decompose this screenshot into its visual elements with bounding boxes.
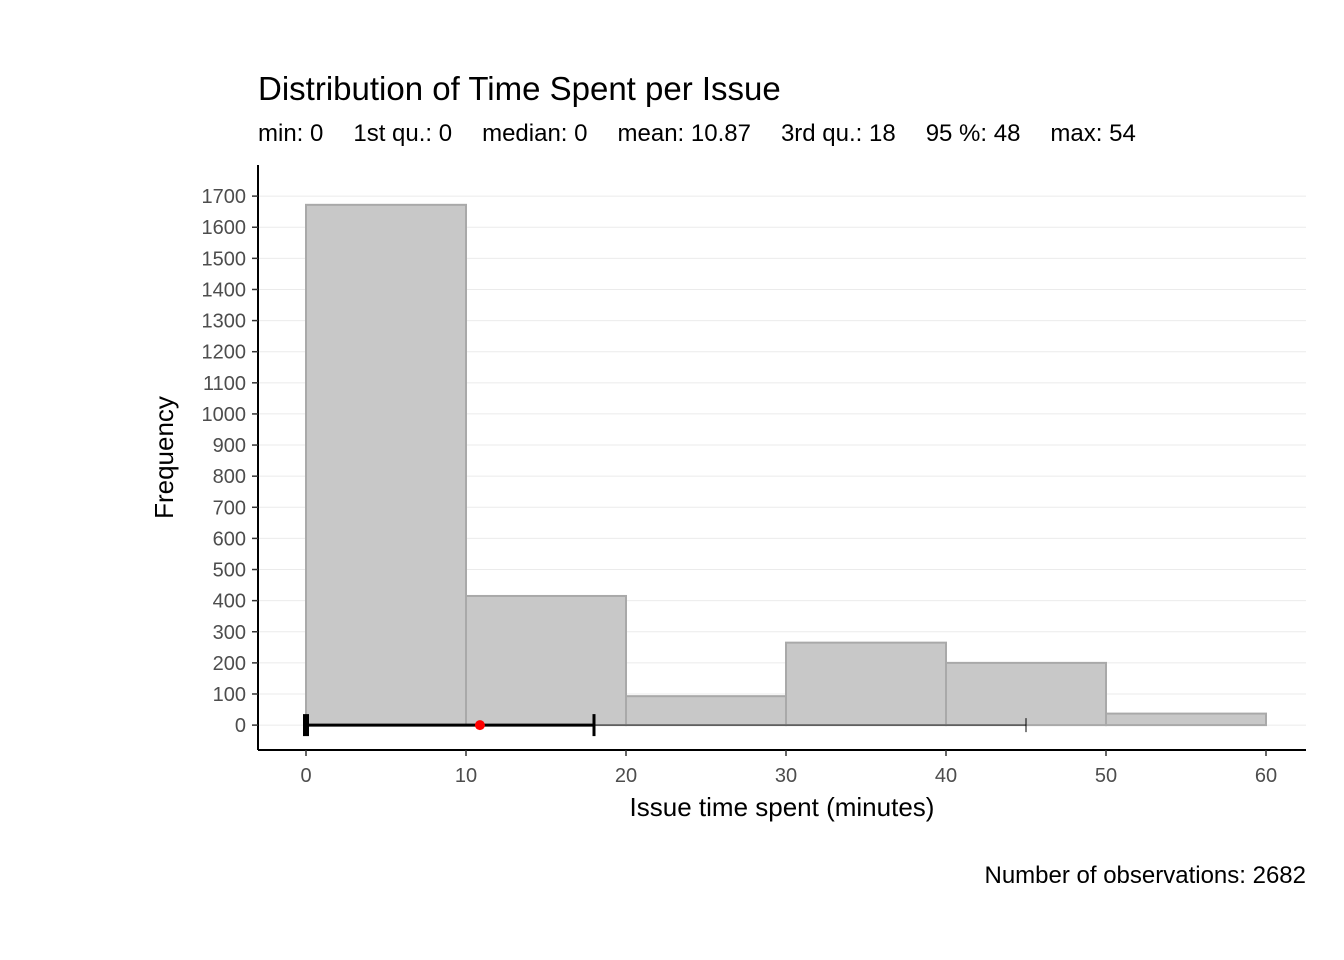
x-tick-label: 60: [1255, 765, 1277, 787]
histogram-bar: [465, 594, 627, 727]
y-tick-label: 500: [213, 560, 246, 582]
y-tick-label: 600: [213, 528, 246, 550]
y-tick-label: 700: [213, 497, 246, 519]
stat-q1: 1st qu.: 0: [353, 120, 453, 147]
y-tick-label: 200: [213, 653, 246, 675]
stat-min: min: 0: [258, 120, 324, 147]
x-axis-title: Issue time spent (minutes): [630, 792, 935, 822]
x-tick-label: 10: [455, 765, 477, 787]
y-tick-label: 800: [213, 466, 246, 488]
y-tick-label: 0: [235, 715, 246, 737]
histogram-bar: [625, 695, 787, 727]
y-tick-label: 1400: [202, 279, 247, 301]
y-tick-label: 1200: [202, 342, 247, 364]
y-tick-label: 900: [213, 435, 246, 457]
x-tick-label: 50: [1095, 765, 1117, 787]
chart-title: Distribution of Time Spent per Issue: [258, 70, 781, 107]
x-tick-label: 0: [300, 765, 311, 787]
histogram-bar: [1105, 712, 1267, 727]
y-tick-label: 1000: [202, 404, 247, 426]
chart-subtitle: min: 0 1st qu.: 0 median: 0 mean: 10.87 3rd …: [258, 120, 1166, 148]
y-tick-label: 1500: [202, 248, 247, 270]
x-tick-label: 40: [935, 765, 957, 787]
y-tick-label: 400: [213, 591, 246, 613]
y-tick-label: 1700: [202, 186, 247, 208]
y-tick-label: 300: [213, 622, 246, 644]
y-tick-label: 100: [213, 684, 246, 706]
chart-caption: Number of observations: 2682: [984, 862, 1306, 889]
x-tick-label: 30: [775, 765, 797, 787]
y-tick-label: 1100: [203, 373, 246, 395]
stat-q3: 3rd qu.: 18: [780, 120, 896, 147]
histogram-bar: [305, 203, 467, 727]
stat-median: median: 0: [482, 120, 588, 147]
stat-p95: 95 %: 48: [925, 120, 1021, 147]
x-tick-label: 20: [615, 765, 637, 787]
stat-max: max: 54: [1050, 120, 1136, 147]
y-tick-label: 1300: [202, 311, 247, 333]
y-tick-label: 1600: [202, 217, 247, 239]
y-axis-title: Frequency: [149, 396, 179, 519]
histogram-bar: [785, 641, 947, 727]
histogram-bar: [945, 661, 1107, 727]
stat-mean: mean: 10.87: [617, 120, 751, 147]
boxplot-mean-point: [474, 720, 485, 731]
